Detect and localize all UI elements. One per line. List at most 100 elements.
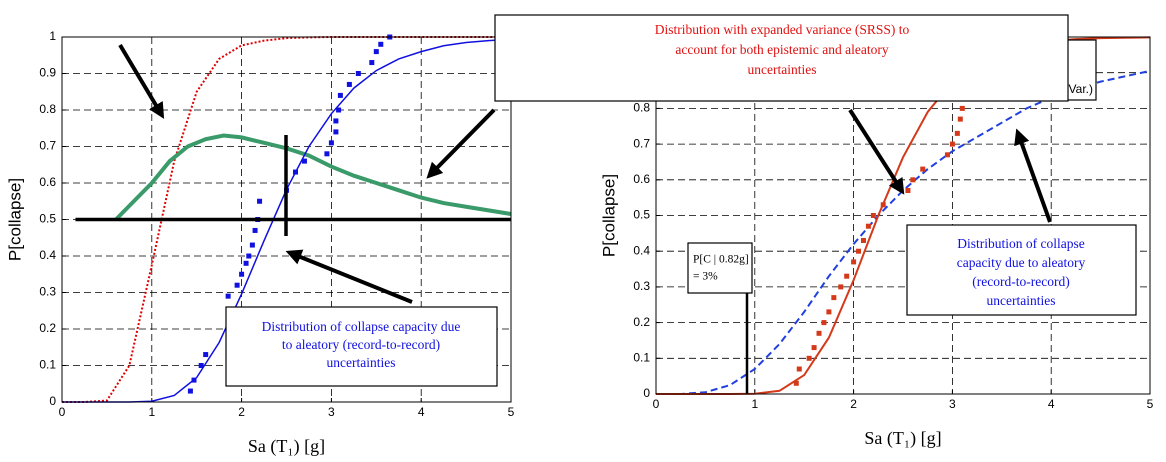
marker <box>851 259 857 265</box>
marker <box>957 116 963 122</box>
marker <box>880 202 886 208</box>
y-tick-label: 0.2 <box>633 315 650 329</box>
marker <box>239 271 245 277</box>
y-tick-label: 0.1 <box>39 358 56 372</box>
y-tick-label: 0.2 <box>39 321 56 335</box>
note-line: uncertainties <box>748 62 817 77</box>
note-line: (record-to-record) <box>972 274 1069 289</box>
marker <box>811 345 817 351</box>
x-tick-label: 3 <box>328 405 335 419</box>
marker <box>234 282 240 288</box>
marker <box>844 273 850 279</box>
note-line: Distribution of collapse <box>957 236 1084 251</box>
chart: 0 0.1 0.2 0.3 0.4 0.5 0.6 0.7 0.8 0.9 1 0 1 2 3 4 5 Sa (T… <box>5 29 514 457</box>
marker <box>838 284 844 290</box>
marker <box>292 169 298 175</box>
x-axis-label: Sa (T₁) [g] <box>864 428 941 449</box>
arrow <box>285 249 413 304</box>
y-tick-label: 0.4 <box>633 243 650 257</box>
y-tick-label: 0.4 <box>39 248 56 262</box>
y-axis-label: P[collapse] <box>599 174 618 257</box>
marker <box>355 71 361 76</box>
marker <box>225 293 231 299</box>
marker <box>324 151 330 157</box>
x-tick-label: 0 <box>59 405 66 419</box>
marker <box>920 166 926 172</box>
marker <box>816 330 822 336</box>
x-tick-label: 4 <box>1048 397 1055 411</box>
x-tick-label: 3 <box>949 397 956 411</box>
note-box <box>687 242 753 294</box>
note-line: P[C | 0.82g] <box>693 254 749 266</box>
arrow <box>426 108 496 179</box>
y-tick-label: 0.5 <box>39 212 56 226</box>
arrow <box>1014 128 1052 223</box>
y-tick-label: 0.6 <box>39 175 56 189</box>
y-tick-label: 0.1 <box>633 350 650 364</box>
x-tick-label: 1 <box>751 397 758 411</box>
marker <box>954 130 960 136</box>
marker <box>378 41 384 47</box>
marker <box>910 177 916 183</box>
marker <box>860 237 866 243</box>
y-axis-label: P[collapse] <box>5 178 24 261</box>
note-line: capacity due to aleatory <box>957 255 1086 270</box>
marker <box>336 107 342 113</box>
note-line: to aleatory (record-to-record) <box>282 337 440 352</box>
x-tick-label: 2 <box>850 397 857 411</box>
y-tick-label: 0.8 <box>633 101 650 115</box>
note-box <box>906 224 1137 316</box>
marker <box>826 309 832 315</box>
marker <box>246 253 252 259</box>
marker <box>337 92 343 98</box>
marker <box>949 141 955 147</box>
marker <box>959 105 965 111</box>
marker <box>856 248 862 254</box>
x-axis-label: Sa (T₁) [g] <box>248 436 325 457</box>
y-tick-label: 0.8 <box>39 102 56 116</box>
marker <box>944 152 950 158</box>
marker <box>821 320 827 326</box>
marker <box>905 188 911 194</box>
marker <box>198 363 204 368</box>
marker <box>369 60 375 66</box>
curve <box>114 133 512 221</box>
marker <box>191 377 197 383</box>
annotations: Distribution of collapse capacity due to… <box>118 14 1137 394</box>
marker <box>346 81 352 87</box>
y-tick-label: 0 <box>49 394 56 408</box>
plot-frame <box>61 36 512 403</box>
marker <box>373 49 379 55</box>
arrow <box>118 43 165 119</box>
y-tick-label: 0.7 <box>633 136 650 150</box>
y-tick-label: 0.9 <box>39 66 56 80</box>
marker <box>328 140 334 146</box>
marker <box>301 158 307 164</box>
marker <box>333 129 339 135</box>
marker <box>257 198 263 204</box>
note-line: uncertainties <box>987 293 1056 308</box>
marker <box>793 380 799 386</box>
note-line: Distribution of collapse capacity due <box>262 319 461 334</box>
note-line: = 3% <box>693 271 718 283</box>
note-box <box>225 306 498 387</box>
note-line: Distribution with expanded variance (SRS… <box>655 22 910 37</box>
marker <box>252 227 258 233</box>
marker <box>831 295 837 301</box>
y-tick-label: 0.7 <box>39 139 56 153</box>
y-tick-label: 0 <box>643 386 650 400</box>
marker <box>243 260 249 266</box>
marker <box>203 352 209 358</box>
note-line: uncertainties <box>327 355 396 370</box>
y-tick-label: 0.6 <box>633 172 650 186</box>
y-tick-label: 0.3 <box>633 279 650 293</box>
x-tick-label: 4 <box>418 405 425 419</box>
x-tick-label: 0 <box>653 397 660 411</box>
x-tick-label: 5 <box>508 405 515 419</box>
y-tick-label: 0.3 <box>39 285 56 299</box>
marker <box>333 118 339 124</box>
marker <box>796 366 802 372</box>
y-tick-label: 1 <box>49 29 56 43</box>
marker <box>187 388 193 394</box>
